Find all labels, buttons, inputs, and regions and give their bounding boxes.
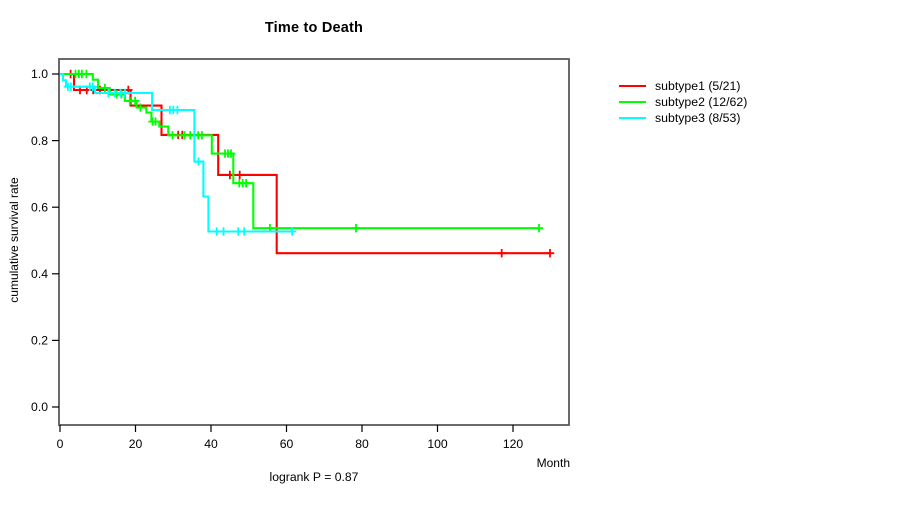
y-axis-tick-label: 1.0 <box>31 67 48 81</box>
x-axis-tick-label: 0 <box>57 437 64 451</box>
censor-marks-subtype3 <box>63 82 297 236</box>
legend-item-subtype1: subtype1 (5/21) <box>619 78 747 94</box>
legend-line-swatch-subtype2 <box>619 101 646 103</box>
x-axis-tick-label: 80 <box>355 437 369 451</box>
legend: subtype1 (5/21) subtype2 (12/62) subtype… <box>619 78 747 126</box>
y-axis-label: cumulative survival rate <box>7 177 21 303</box>
legend-label-subtype2: subtype2 (12/62) <box>655 95 748 109</box>
censor-marks-subtype1 <box>66 69 555 258</box>
legend-line-swatch-subtype3 <box>619 117 646 119</box>
censor-marks-subtype2 <box>71 69 544 233</box>
x-axis-tick-label: 120 <box>503 437 524 451</box>
y-axis-tick-label: 0.0 <box>31 400 48 414</box>
legend-item-subtype3: subtype3 (8/53) <box>619 110 747 126</box>
x-axis-unit-label: Month <box>536 456 570 470</box>
y-axis-tick-label: 0.8 <box>31 134 48 148</box>
legend-label-subtype3: subtype3 (8/53) <box>655 111 741 125</box>
y-axis-tick-label: 0.2 <box>31 334 48 348</box>
legend-item-subtype2: subtype2 (12/62) <box>619 94 747 110</box>
x-axis-tick-label: 100 <box>427 437 448 451</box>
x-axis-tick-label: 60 <box>280 437 294 451</box>
y-axis-tick-label: 0.6 <box>31 200 48 214</box>
plot-box <box>58 58 570 426</box>
logrank-annotation: logrank P = 0.87 <box>269 470 359 484</box>
y-axis-tick-label: 0.4 <box>31 267 48 281</box>
chart-title: Time to Death <box>264 20 364 36</box>
survival-curve-subtype3 <box>60 72 293 233</box>
survival-curve-subtype2 <box>60 72 539 230</box>
legend-line-swatch-subtype1 <box>619 85 646 87</box>
x-axis-tick-label: 40 <box>204 437 218 451</box>
legend-label-subtype1: subtype1 (5/21) <box>655 79 741 93</box>
x-axis-tick-label: 20 <box>129 437 143 451</box>
